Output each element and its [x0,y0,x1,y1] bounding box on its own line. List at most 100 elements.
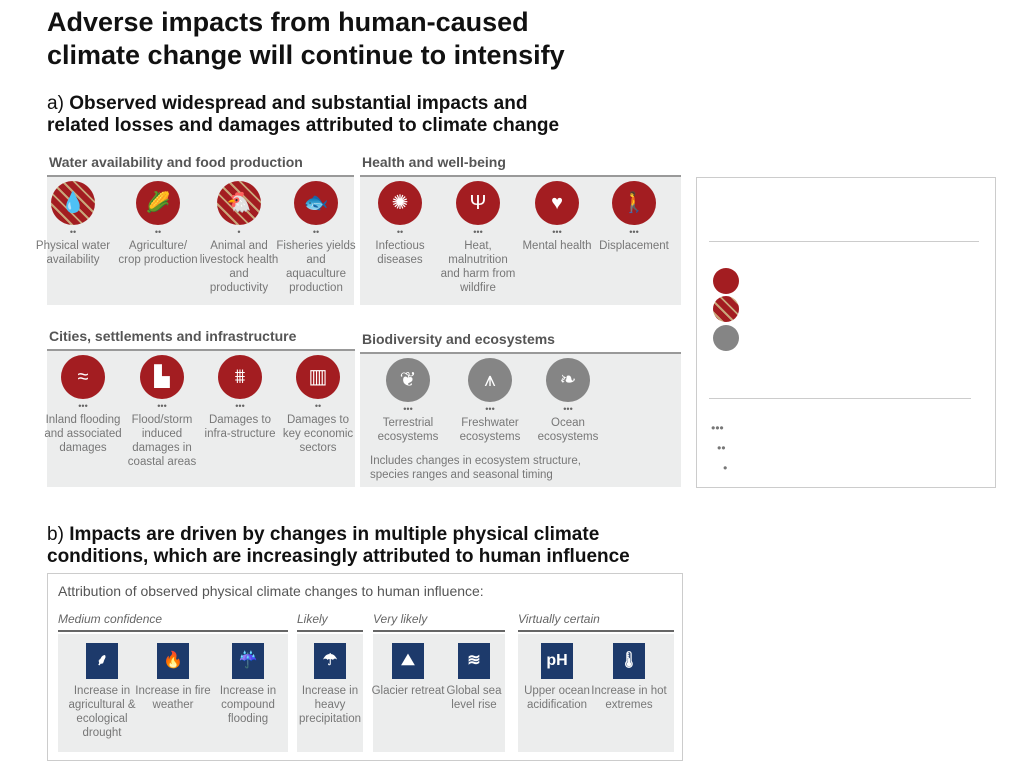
climate-change-item: pH Upper ocean acidification [519,643,595,712]
coral-fish-icon: ❧ [546,358,590,402]
group-label: Very likely [373,612,505,632]
gray-swatch-icon [713,325,739,351]
confidence-dots: ••• [552,227,562,237]
bar-chart-down-icon: ▥ [296,355,340,399]
title-line-2: climate change will continue to intensif… [47,40,565,70]
reeds-icon: ⩚ [468,358,512,402]
part-a-prefix: a) [47,93,70,114]
confidence-dots: •• [396,227,404,237]
impact-label: Heat, malnutrition and harm from wildfir… [440,240,516,294]
part-a-title-1: Observed widespread and substantial impa… [69,93,528,114]
confidence-dots: ••• [563,404,573,414]
part-b-title-2: conditions, which are increasingly attri… [47,546,630,567]
impact-label: Damages to infra-structure [204,414,276,440]
key-heading [709,206,979,242]
part-a-title-2: related losses and damages attributed to… [47,115,560,136]
attribution-title: Attribution of observed physical climate… [58,583,484,599]
climate-change-item: ☂ Increase in heavy precipitation [292,643,368,726]
head-heart-icon: ♥ [535,181,579,225]
conf-low: • [723,461,728,475]
dead-tree-icon: Ψ [456,181,500,225]
impact-item: ⩚ ••• Freshwater ecosystems [450,358,530,444]
climate-change-label: Increase in hot extremes [591,685,667,711]
impact-label: Animal and livestock health and producti… [199,240,279,294]
confidence-heading [709,380,971,399]
group-label: Virtually certain [518,612,674,632]
confidence-dots: ••• [473,227,483,237]
ph-icon: pH [541,643,573,679]
section-title: Cities, settlements and infrastructure [49,328,297,344]
impact-item: Ψ ••• Heat, malnutrition and harm from wil… [438,181,518,295]
fish-icon: 🐟 [294,181,338,225]
climate-change-label: Increase in heavy precipitation [298,685,361,725]
confidence-dots: •• [69,227,77,237]
group-label: Medium confidence [58,612,288,632]
confidence-dots: ••• [78,401,88,411]
confidence-dots: ••• [403,404,413,414]
impact-item: ✺ •• Infectious diseases [360,181,440,267]
impact-item: ❧ ••• Ocean ecosystems [528,358,608,444]
water-drop-icon: 💧 [51,181,95,225]
impact-item: 🚶 ••• Displacement [594,181,674,253]
confidence-dots: ••• [485,404,495,414]
climate-change-label: Increase in compound flooding [219,685,277,725]
confidence-dots: • [237,227,241,237]
confidence-dots: ••• [629,227,639,237]
chicken-icon: 🐔 [217,181,261,225]
climate-change-item: 🌡 Increase in hot extremes [591,643,667,712]
part-b-title-1: Impacts are driven by changes in multipl… [69,524,600,545]
conf-medium: •• [717,441,726,455]
impact-item: ▙ ••• Flood/storm induced damages in coast… [122,355,202,469]
inland-flood-icon: ≈ [61,355,105,399]
coastal-flood-icon: ▙ [140,355,184,399]
confidence-dots: ••• [235,401,245,411]
impact-label: Inland flooding and associated damages [44,414,122,454]
impact-item: 🐟 •• Fisheries yields and aquaculture prod… [276,181,356,295]
fire-icon: 🔥 [157,643,189,679]
climate-change-item: ☔ Increase in compound flooding [210,643,286,726]
virus-icon: ✺ [378,181,422,225]
part-b-prefix: b) [47,524,70,545]
part-b-title: b) Impacts are driven by changes in mult… [47,524,630,568]
confidence-dots: •• [312,227,320,237]
glacier-icon: ⛰ [392,643,424,679]
impact-item: ⩩ ••• Damages to infra-structure [200,355,280,441]
impact-item: ❦ ••• Terrestrial ecosystems [368,358,448,444]
confidence-dots: •• [154,227,162,237]
impact-label: Fisheries yields and aquaculture product… [276,240,356,294]
impact-item: ▥ •• Damages to key economic sectors [278,355,358,455]
plant-icon: ❦ [386,358,430,402]
heavy-rain-icon: ☂ [314,643,346,679]
impact-item: 🐔 • Animal and livestock health and produc… [199,181,279,295]
person-walking-icon: 🚶 [612,181,656,225]
climate-change-item: ⸙ Increase in agricultural & ecological d… [64,643,140,740]
bridge-icon: ⩩ [218,355,262,399]
impact-label: Agriculture/ crop production [118,240,198,266]
group-label: Likely [297,612,363,632]
crop-icon: 🌽 [136,181,180,225]
climate-change-item: ≋ Global sea level rise [436,643,512,712]
confidence-dots: ••• [157,401,167,411]
impact-item: ♥ ••• Mental health [517,181,597,253]
impact-item: 🌽 •• Agriculture/ crop production [118,181,198,267]
impact-label: Flood/storm induced damages in coastal a… [127,414,197,468]
climate-change-item: 🔥 Increase in fire weather [135,643,211,712]
sea-level-icon: ≋ [458,643,490,679]
page-title: Adverse impacts from human-caused climate… [47,6,565,72]
climate-change-label: Increase in agricultural & ecological dr… [68,685,136,739]
thermometer-icon: 🌡 [613,643,645,679]
climate-change-label: Increase in fire weather [135,685,211,711]
title-line-1: Adverse impacts from human-caused [47,7,529,37]
impact-item: ≈ ••• Inland flooding and associated damag… [43,355,123,455]
section-title: Biodiversity and ecosystems [362,331,555,347]
impact-label: Ocean ecosystems [537,417,599,443]
impact-label: Physical water availability [35,240,111,266]
adverse-swatch-icon [713,268,739,294]
climate-change-item: ⛰ Glacier retreat [370,643,446,698]
climate-change-label: Global sea level rise [446,685,502,711]
climate-change-label: Glacier retreat [371,685,445,697]
part-a-title: a) Observed widespread and substantial i… [47,93,559,137]
conf-high: ••• [711,421,724,435]
compound-flood-icon: ☔ [232,643,264,679]
impact-label: Mental health [522,240,592,252]
